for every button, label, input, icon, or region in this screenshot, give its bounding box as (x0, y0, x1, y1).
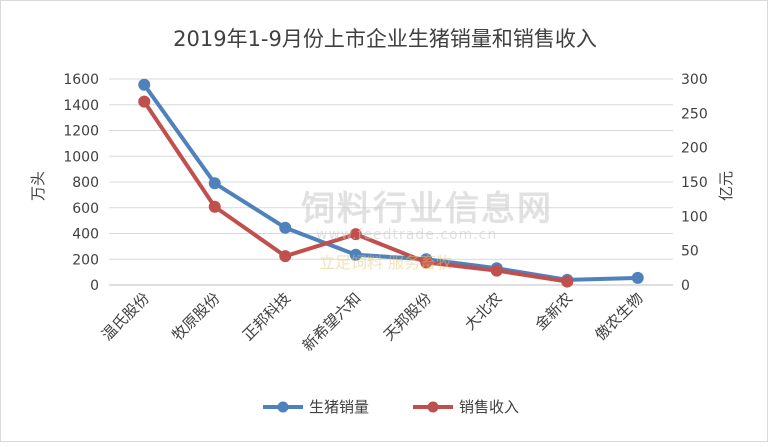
right-tick-label: 250 (681, 106, 708, 122)
series-point (561, 275, 574, 288)
left-tick-label: 0 (90, 278, 99, 294)
left-tick-label: 1200 (63, 124, 99, 140)
right-tick-label: 0 (681, 278, 690, 294)
legend-label: 生猪销量 (309, 398, 369, 416)
left-tick-label: 1600 (63, 72, 99, 88)
legend-label: 销售收入 (459, 398, 519, 416)
right-axis-ticks: 0 50 100 150 200 250 300 (681, 72, 708, 294)
series-point (631, 271, 644, 284)
left-tick-label: 800 (72, 175, 99, 191)
gridlines (109, 78, 673, 286)
series-point (279, 221, 292, 234)
category-label: 牧原股份 (168, 289, 223, 344)
right-tick-label: 100 (681, 209, 708, 225)
category-label: 天邦股份 (380, 289, 435, 344)
left-tick-label: 1000 (63, 149, 99, 165)
right-tick-label: 50 (681, 244, 699, 260)
chart-title: 2019年1-9月份上市企业生猪销量和销售收入 (173, 27, 597, 51)
series-point (420, 256, 433, 269)
left-axis-label: 万头 (29, 171, 47, 201)
right-tick-label: 150 (681, 175, 708, 191)
series-point (279, 250, 292, 263)
right-tick-label: 200 (681, 141, 708, 157)
left-tick-label: 600 (72, 201, 99, 217)
category-label: 金新农 (532, 289, 577, 334)
right-axis-label: 亿元 (717, 171, 735, 201)
left-tick-label: 200 (72, 252, 99, 268)
legend: 生猪销量 销售收入 (263, 398, 519, 416)
series-point (490, 264, 503, 277)
right-tick-label: 300 (681, 72, 708, 88)
category-label: 傲农生物 (591, 289, 646, 344)
series-group (138, 78, 644, 288)
left-tick-label: 1400 (63, 98, 99, 114)
left-tick-label: 400 (72, 227, 99, 243)
category-label: 正邦科技 (239, 289, 294, 344)
left-axis-ticks: 0 200 400 600 800 1000 1200 1400 1600 (63, 72, 99, 294)
category-label: 新希望六和 (299, 289, 365, 355)
series-point (138, 95, 151, 108)
series-point (349, 248, 362, 261)
series-point (208, 200, 221, 213)
legend-swatch-marker (427, 401, 439, 413)
series-point (138, 78, 151, 91)
legend-swatch-marker (277, 401, 289, 413)
category-label: 温氏股份 (98, 289, 153, 344)
series-point (349, 228, 362, 241)
category-labels: 温氏股份 牧原股份 正邦科技 新希望六和 天邦股份 大北农 金新农 傲农生物 (98, 289, 647, 355)
series-point (208, 177, 221, 190)
category-label: 大北农 (461, 289, 506, 334)
